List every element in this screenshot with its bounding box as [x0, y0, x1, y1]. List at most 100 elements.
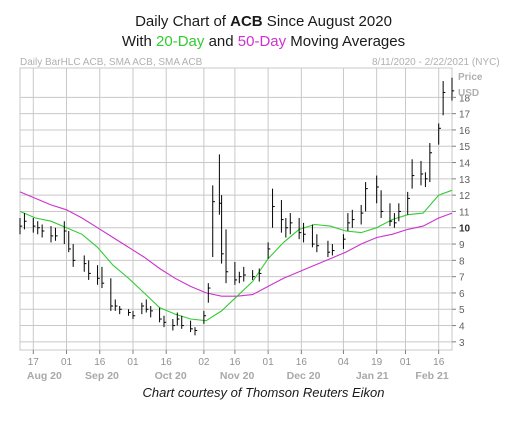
x-day-tick-label: 16	[94, 357, 106, 368]
hlc-bar	[50, 226, 54, 243]
hlc-bar	[19, 217, 23, 235]
y-tick-label: 10	[459, 224, 471, 235]
hlc-bar	[380, 190, 384, 218]
chart-grid	[19, 67, 453, 351]
hlc-bar	[110, 278, 114, 311]
x-month-label: Dec 20	[287, 370, 321, 382]
hlc-bar	[298, 217, 302, 240]
hlc-bar	[207, 283, 211, 303]
y-tick-label: 6	[459, 289, 465, 300]
hlc-bar	[141, 302, 145, 315]
x-day-tick-label: 16	[229, 357, 241, 368]
hlc-bar	[54, 227, 58, 241]
hlc-bar	[316, 234, 320, 253]
hlc-bar	[258, 268, 262, 282]
x-day-tick-label: 04	[338, 357, 350, 368]
hlc-bar	[83, 255, 87, 272]
hlc-bar	[68, 231, 71, 253]
hlc-bar	[234, 261, 238, 285]
hlc-bar	[407, 191, 410, 215]
hlc-bar	[203, 310, 207, 324]
ticker-symbol: ACB	[230, 13, 263, 30]
x-day-tick-label: 01	[61, 357, 73, 368]
hlc-bar	[303, 222, 306, 243]
hlc-bar	[289, 213, 293, 235]
y-tick-label: 7	[459, 273, 465, 284]
x-day-tick-label: 17	[28, 357, 40, 368]
hlc-bar	[97, 265, 100, 285]
hlc-bar	[212, 185, 215, 258]
chart-courtesy: Chart courtesy of Thomson Reuters Eikon	[142, 385, 385, 400]
y-tick-label: 4	[459, 322, 465, 333]
x-day-tick-label: 01	[400, 357, 412, 368]
hlc-bar	[429, 142, 433, 183]
x-day-tick-label: 16	[296, 357, 308, 368]
y-tick-label: 3	[459, 338, 465, 349]
hlc-bar	[172, 319, 176, 331]
x-month-label: Aug 20	[27, 370, 62, 382]
hlc-bar	[181, 315, 184, 329]
hlc-bar	[451, 77, 455, 101]
y-tick-label: 13	[459, 175, 471, 186]
hlc-bar	[267, 242, 271, 259]
hlc-bar	[347, 213, 351, 232]
hlc-bar	[194, 327, 198, 336]
chart-axes: 3 4 5 6 7 8 9 10 11 12 13 14 15 16 17 18 17 01 16 01 16 02 16 0…	[27, 93, 471, 382]
x-day-tick-label: 02	[198, 357, 210, 368]
hlc-bar	[420, 160, 424, 186]
hlc-bar	[351, 209, 355, 228]
hlc-bar	[119, 305, 122, 315]
hlc-bar	[176, 312, 180, 326]
hlc-bar	[424, 172, 428, 187]
y-tick-label: 12	[459, 191, 471, 202]
plot-border	[19, 67, 453, 351]
x-month-label: Feb 21	[415, 370, 448, 382]
hlc-bar	[150, 305, 153, 318]
hlc-bar	[32, 217, 36, 233]
x-month-label: Sep 20	[85, 370, 119, 382]
hlc-bar	[311, 224, 315, 248]
x-day-tick-label: 01	[263, 357, 275, 368]
y-tick-label: 9	[459, 240, 465, 251]
y-tick-label: 15	[459, 142, 471, 153]
hlc-bar	[114, 299, 118, 311]
hlc-bar	[159, 307, 162, 323]
chart-title-line1: Daily Chart of ACB Since August 2020	[135, 13, 392, 30]
hlc-bar	[398, 203, 402, 222]
hlc-bar	[163, 315, 167, 328]
ma20-label: 20-Day	[156, 33, 205, 50]
y-tick-label: 5	[459, 305, 465, 316]
hlc-bar	[327, 240, 331, 258]
hlc-bar	[411, 159, 415, 189]
hlc-bar	[63, 221, 67, 245]
hlc-bar	[272, 188, 275, 228]
hlc-bar	[225, 229, 229, 284]
hlc-bar	[190, 320, 193, 333]
x-day-tick-label: 16	[161, 357, 173, 368]
sma20-line	[19, 189, 453, 322]
hlc-bar	[438, 123, 441, 145]
ma50-label: 50-Day	[237, 33, 287, 50]
x-month-label: Jan 21	[356, 370, 389, 382]
hlc-bar	[376, 175, 379, 204]
hlc-bar	[88, 260, 91, 280]
hlc-bar	[101, 266, 105, 289]
series-description: Daily BarHLC ACB, SMA ACB, SMA ACB	[20, 57, 203, 68]
hlc-bar	[132, 310, 136, 320]
hlc-bar	[331, 244, 335, 256]
hlc-bar	[145, 299, 149, 313]
hlc-bar	[23, 213, 27, 230]
y-tick-label: 18	[459, 93, 471, 104]
hlc-bar	[365, 182, 368, 212]
hlc-bar	[393, 213, 397, 228]
y-tick-label: 11	[459, 207, 470, 218]
hlc-bar	[252, 270, 255, 280]
y-tick-label: 14	[459, 159, 471, 170]
hlc-bar	[442, 81, 446, 116]
hlc-bar	[243, 266, 246, 282]
hlc-bar	[342, 234, 346, 249]
hlc-bar	[41, 224, 45, 238]
hlc-bar	[389, 203, 393, 227]
y-tick-label: 8	[459, 256, 465, 267]
